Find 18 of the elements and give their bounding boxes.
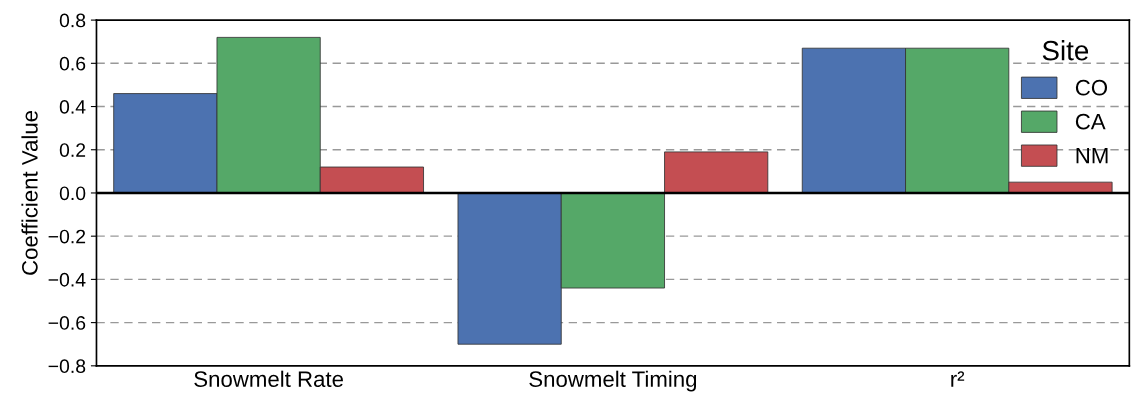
y-tick-label: 0.8 (59, 13, 86, 28)
legend-label: NM (1076, 147, 1108, 164)
y-tick-label: −0.8 (48, 359, 86, 374)
legend-label: CO (1075, 79, 1108, 96)
y-tick-label: −0.2 (48, 229, 86, 244)
y-tick-label: 0.0 (59, 186, 86, 201)
legend-label: CA (1075, 113, 1106, 130)
legend-title: Site (1042, 40, 1089, 61)
y-tick-label: 0.4 (59, 100, 86, 114)
y-tick-label: 0.6 (59, 56, 86, 71)
x-tick-label: Snowmelt Rate (194, 370, 343, 387)
y-tick-label: −0.6 (48, 316, 86, 330)
bar (664, 151, 769, 194)
y-tick-label: 0.2 (59, 143, 86, 157)
y-axis-title: Coefficient Value (21, 110, 38, 275)
y-tick-label: −0.4 (48, 272, 86, 287)
x-tick-label: Snowmelt Timing (529, 370, 697, 392)
x-tick-label: r² (951, 371, 965, 387)
